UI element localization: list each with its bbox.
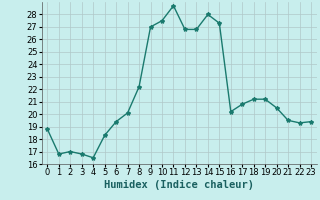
- X-axis label: Humidex (Indice chaleur): Humidex (Indice chaleur): [104, 180, 254, 190]
